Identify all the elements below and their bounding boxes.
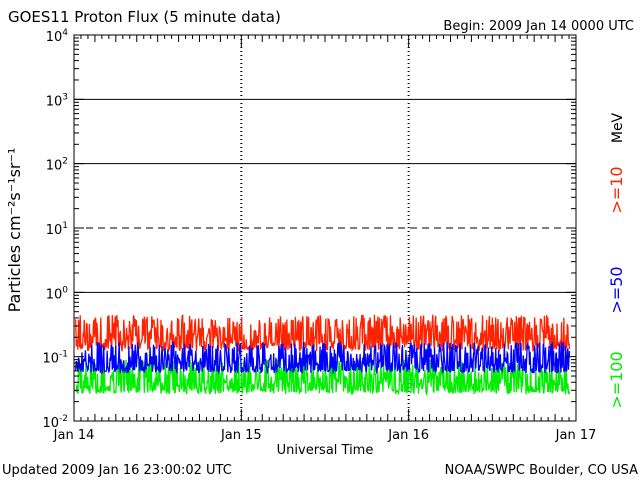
- y-tick-label: 102: [46, 157, 68, 174]
- legend: >=10 >=50 >=100: [607, 166, 626, 408]
- legend-label-ge10: >=10: [607, 166, 626, 213]
- legend-label-ge50: >=50: [607, 266, 626, 313]
- legend-label-ge100: >=100: [607, 351, 626, 408]
- y-tick-label: 100: [46, 285, 69, 302]
- x-tick-label: Jan 15: [220, 428, 262, 443]
- chart-title: GOES11 Proton Flux (5 minute data): [8, 8, 281, 26]
- y-axis-title: Particles cm⁻²s⁻¹sr⁻¹: [5, 148, 24, 313]
- y-tick-label: 104: [46, 28, 69, 45]
- series-group: [75, 314, 571, 397]
- series-line-ge50: [75, 340, 571, 375]
- y-tick-label: 103: [46, 92, 68, 109]
- updated-time: Updated 2009 Jan 16 23:00:02 UTC: [2, 463, 232, 478]
- y-tick-label: 10-2: [42, 414, 68, 431]
- energy-unit-label: MeV: [610, 112, 626, 143]
- x-tick-label: Jan 16: [387, 428, 429, 443]
- x-axis-title: Universal Time: [277, 443, 374, 458]
- y-axis-ticks: [74, 37, 576, 422]
- begin-time: Begin: 2009 Jan 14 0000 UTC: [443, 19, 634, 34]
- threshold-lines: [74, 98, 576, 293]
- y-tick-label: 101: [46, 221, 68, 238]
- x-axis-ticks: [73, 35, 577, 421]
- y-axis-tick-labels: 104 103 102 101 100 10-1 10-2: [42, 28, 68, 431]
- y-tick-label: 10-1: [42, 350, 68, 367]
- day-dividers: [240, 35, 410, 421]
- x-axis-tick-labels: Jan 14 Jan 15 Jan 16 Jan 17: [53, 428, 597, 443]
- x-tick-label: Jan 17: [555, 428, 597, 443]
- credit-text: NOAA/SWPC Boulder, CO USA: [445, 463, 638, 478]
- x-tick-label: Jan 14: [53, 428, 95, 443]
